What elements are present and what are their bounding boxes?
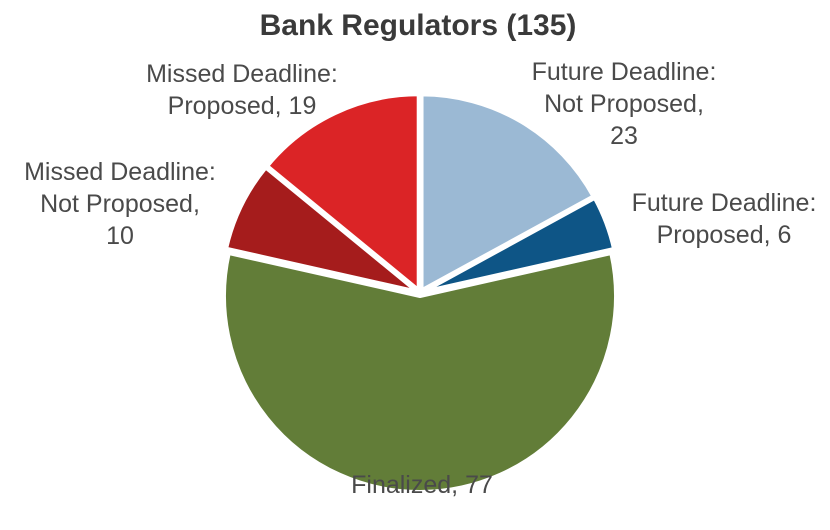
pie-slice-missed-deadline-not-proposed [224, 165, 420, 294]
pie-slice-future-deadline-proposed [420, 195, 617, 294]
slice-labels: Future Deadline: Not Proposed, 23 Future De… [24, 58, 816, 499]
pie-slice-finalized [222, 251, 618, 494]
slice-label: Finalized, 77 [351, 471, 493, 499]
pie-slices [222, 92, 618, 494]
pie-slice-missed-deadline-proposed [265, 92, 421, 293]
slice-label: Future Deadline: Not Proposed, 23 [532, 58, 717, 150]
pie-slice-future-deadline-not-proposed [419, 92, 596, 293]
chart-title: Bank Regulators (135) [260, 9, 577, 42]
slice-label: Missed Deadline: Not Proposed, 10 [24, 158, 216, 250]
slice-label: Future Deadline: Proposed, 6 [632, 189, 817, 249]
slice-label: Missed Deadline: Proposed, 19 [146, 60, 338, 120]
